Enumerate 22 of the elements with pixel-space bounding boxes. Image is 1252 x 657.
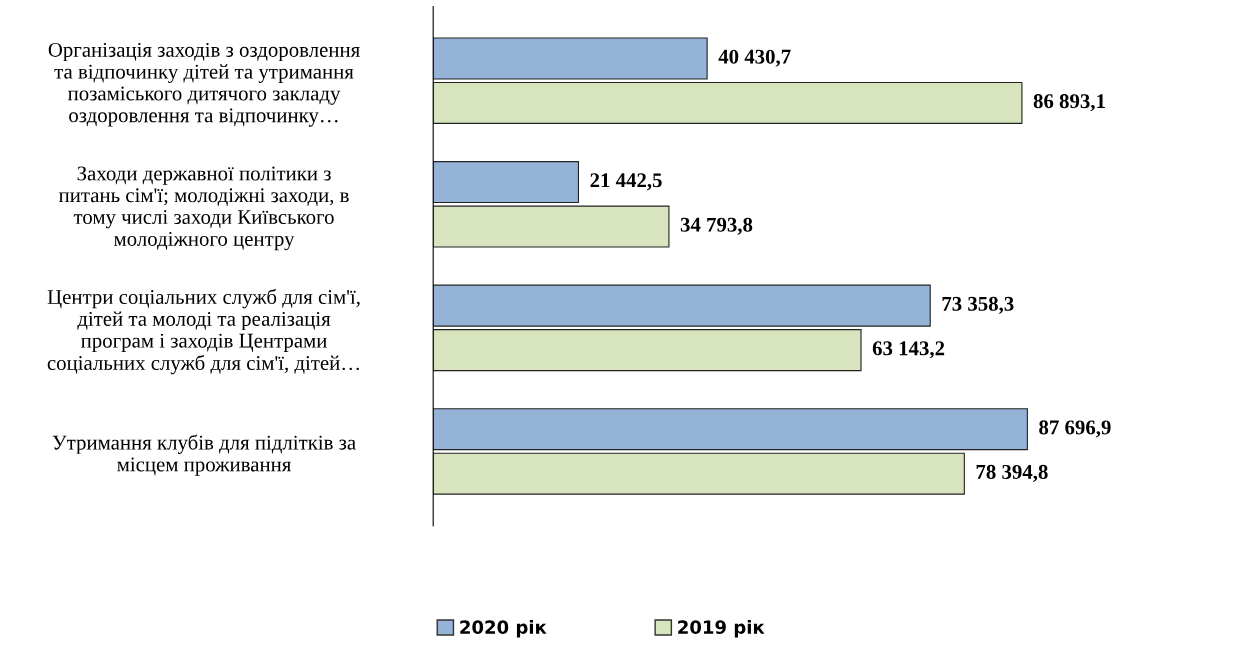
- data-label: 40 430,7: [718, 49, 791, 67]
- bar: [433, 37, 708, 80]
- bar: [433, 205, 670, 248]
- bar: [433, 408, 1028, 451]
- data-label: 34 793,8: [680, 217, 753, 235]
- data-label: 63 143,2: [872, 341, 945, 359]
- data-label: 78 394,8: [976, 464, 1048, 482]
- y-tick-label: Організація заходів з оздоровлення та відпочинку дітей та утримання позаміського дитячого закладу оздоровлення та відпочинку…: [48, 42, 360, 127]
- data-label: 87 696,9: [1039, 420, 1111, 438]
- bar: [433, 329, 862, 372]
- bar: [433, 284, 931, 327]
- legend-label: 2019 рік: [678, 619, 765, 638]
- legend-label: 2020 рік: [460, 619, 547, 638]
- bar: [433, 81, 1023, 124]
- data-label: 86 893,1: [1033, 94, 1105, 112]
- y-tick-label: Центри соціальних служб для сім'ї, дітей та молоді та реалізація програм і заходів Центрами соціальних служб для сім'ї, дітей…: [47, 288, 360, 375]
- bar: [433, 452, 965, 495]
- bar: [433, 161, 580, 204]
- data-label: 21 442,5: [590, 173, 662, 191]
- y-tick-label: Утримання клубів для підлітків за місцем проживання: [52, 434, 356, 476]
- y-tick-label: Заходи державної політики з питань сім'ї; молодіжні заходи, в тому числі заходи Київського молодіжного центру: [58, 166, 349, 251]
- data-label: 73 358,3: [942, 296, 1014, 314]
